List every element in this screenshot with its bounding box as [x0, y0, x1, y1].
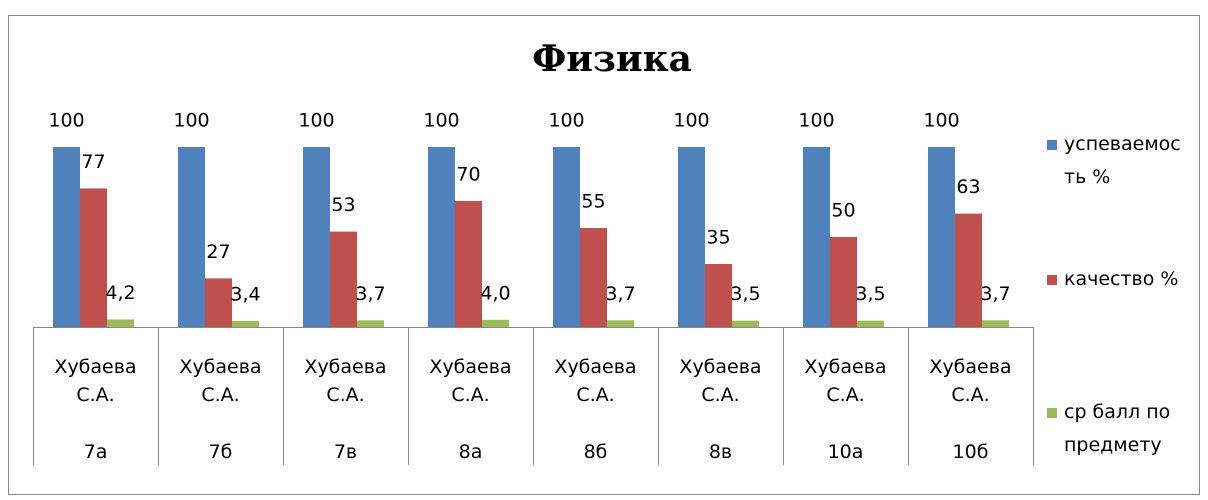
legend-label: успеваемость %	[1064, 133, 1181, 188]
data-label: 100	[298, 110, 334, 132]
bar	[857, 320, 884, 327]
category-label: 7а	[83, 441, 108, 463]
data-label: 50	[831, 200, 855, 222]
bar	[803, 147, 830, 327]
data-label: 4,2	[105, 282, 135, 304]
category-label: 10а	[827, 441, 864, 463]
category-group-label: Хубаева С.А.	[179, 356, 262, 406]
bar	[928, 147, 955, 327]
data-label: 27	[206, 241, 230, 263]
bar	[205, 278, 232, 327]
legend-swatch	[1047, 140, 1057, 150]
data-label: 3,5	[855, 283, 885, 305]
data-label: 3,5	[730, 283, 760, 305]
data-label: 3,7	[355, 283, 385, 305]
data-label: 100	[423, 110, 459, 132]
data-label: 77	[81, 151, 105, 173]
category-label: 10б	[952, 441, 989, 463]
category-label: 7б	[208, 441, 233, 463]
bar	[678, 147, 705, 327]
bar	[107, 319, 134, 327]
bar	[705, 264, 732, 327]
legend-swatch	[1047, 275, 1057, 285]
bar	[482, 319, 509, 327]
data-label: 4,0	[480, 282, 510, 304]
category-label: 7в	[333, 441, 358, 463]
data-label: 100	[548, 110, 584, 132]
bar	[232, 320, 259, 327]
bar	[607, 320, 634, 327]
bar	[80, 188, 107, 327]
bar	[330, 231, 357, 327]
data-label: 63	[956, 176, 980, 198]
bar	[955, 213, 982, 327]
category-group-label: Хубаева С.А.	[679, 356, 762, 406]
data-label: 100	[673, 110, 709, 132]
legend-label: качество %	[1064, 268, 1179, 290]
bar	[553, 147, 580, 327]
bar	[357, 320, 384, 327]
data-label: 3,7	[605, 283, 635, 305]
data-label: 3,4	[230, 283, 260, 305]
category-label: 8в	[708, 441, 733, 463]
category-group-label: Хубаева С.А.	[429, 356, 512, 406]
data-label: 100	[48, 110, 84, 132]
data-label: 53	[331, 194, 355, 216]
bar	[982, 320, 1009, 327]
data-label: 100	[173, 110, 209, 132]
bar	[455, 201, 482, 327]
legend-label: ср балл по предмету	[1064, 401, 1171, 456]
category-group-label: Хубаева С.А.	[929, 356, 1012, 406]
category-label: 8а	[458, 441, 483, 463]
chart-title: Физика	[532, 38, 692, 80]
bar	[830, 237, 857, 327]
data-label: 100	[923, 110, 959, 132]
data-label: 70	[456, 164, 480, 186]
bar	[178, 147, 205, 327]
bar	[303, 147, 330, 327]
data-label: 55	[581, 191, 605, 213]
bar	[580, 228, 607, 327]
category-group-label: Хубаева С.А.	[304, 356, 387, 406]
category-group-label: Хубаева С.А.	[54, 356, 137, 406]
bar	[732, 320, 759, 327]
data-label: 35	[706, 227, 730, 249]
data-label: 3,7	[980, 283, 1010, 305]
category-group-label: Хубаева С.А.	[554, 356, 637, 406]
data-label: 100	[798, 110, 834, 132]
category-label: 8б	[583, 441, 608, 463]
bar	[428, 147, 455, 327]
legend-swatch	[1047, 408, 1057, 418]
category-group-label: Хубаева С.А.	[804, 356, 887, 406]
bar	[53, 147, 80, 327]
